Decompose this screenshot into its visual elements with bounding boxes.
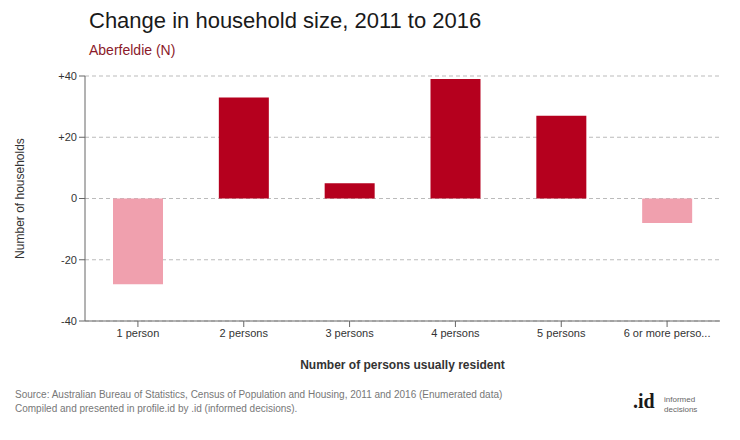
svg-text:0: 0 bbox=[71, 192, 77, 204]
svg-text:Number of households: Number of households bbox=[13, 138, 27, 259]
html-text:Change in household size, 2011: Change in household size, 2011 to 2016 bbox=[89, 8, 482, 33]
svg-text:+20: +20 bbox=[58, 131, 77, 143]
svg-text:Number of persons usually resi: Number of persons usually resident bbox=[300, 358, 505, 372]
svg-text:-20: -20 bbox=[61, 254, 77, 266]
html-text:decisions: decisions bbox=[664, 405, 698, 414]
svg-text:1 person: 1 person bbox=[117, 327, 160, 339]
html-text:Aberfeldie (N): Aberfeldie (N) bbox=[89, 42, 176, 58]
html-text:Compiled and presented in prof: Compiled and presented in profile.id by … bbox=[15, 403, 298, 414]
html-text:informed: informed bbox=[664, 395, 696, 404]
html-text:.id: .id bbox=[633, 390, 655, 412]
svg-text:5 persons: 5 persons bbox=[537, 327, 586, 339]
svg-text:4 persons: 4 persons bbox=[431, 327, 480, 339]
svg-text:-40: -40 bbox=[61, 315, 77, 327]
svg-text:6 or more perso...: 6 or more perso... bbox=[624, 327, 711, 339]
svg-text:+40: +40 bbox=[58, 70, 77, 82]
html-text:Source: Australian Bureau of S: Source: Australian Bureau of Statistics,… bbox=[15, 389, 503, 400]
svg-text:3 persons: 3 persons bbox=[325, 327, 374, 339]
svg-text:2 persons: 2 persons bbox=[220, 327, 269, 339]
